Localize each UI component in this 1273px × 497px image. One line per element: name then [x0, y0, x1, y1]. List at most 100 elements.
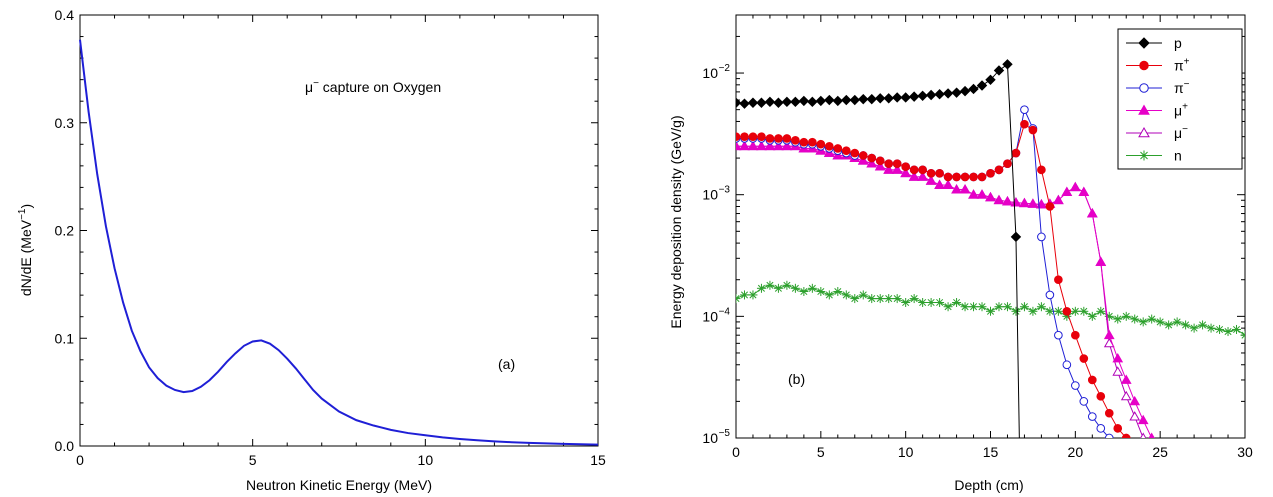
data-point [850, 294, 860, 304]
data-point [901, 297, 911, 307]
star-stroke [876, 295, 884, 303]
data-point [824, 290, 834, 300]
data-point [790, 96, 801, 108]
star-stroke [1029, 307, 1037, 315]
panel-a-annotation-rest: capture on Oxygen [319, 79, 441, 95]
star-stroke [978, 303, 986, 311]
data-point [858, 151, 868, 160]
data-point [892, 159, 902, 168]
data-point [985, 191, 996, 202]
data-point [765, 134, 775, 143]
star-stroke [757, 284, 765, 292]
star-stroke [774, 284, 782, 292]
data-point [1086, 208, 1098, 218]
data-point [875, 156, 885, 166]
data-point [1045, 202, 1055, 211]
star-stroke [944, 303, 952, 311]
star-stroke [927, 298, 935, 307]
data-point [917, 171, 928, 181]
data-point [747, 97, 759, 108]
star-stroke [986, 307, 995, 315]
star-stroke [1139, 318, 1147, 326]
star-stroke [1131, 315, 1139, 323]
star-stroke [851, 295, 859, 303]
panel-a-label: (a) [498, 356, 515, 372]
data-point [1140, 432, 1147, 438]
data-point [798, 95, 810, 107]
y-tick-exponent: −2 [719, 63, 731, 74]
data-point [807, 283, 817, 293]
data-point [790, 283, 800, 293]
star-stroke [1080, 307, 1088, 315]
data-point [1096, 424, 1106, 433]
star-stroke [791, 284, 799, 292]
data-point [736, 132, 741, 141]
data-point [1020, 119, 1029, 129]
star-stroke [1232, 325, 1241, 334]
star-stroke [736, 297, 740, 303]
star-stroke [1037, 303, 1045, 311]
data-point [1181, 320, 1191, 330]
star-stroke [1148, 315, 1156, 323]
data-point [951, 87, 962, 98]
y-tick-label: 10 [702, 430, 718, 446]
data-point [799, 137, 809, 147]
data-point [1104, 408, 1114, 418]
y-tick-label: 0.1 [55, 330, 75, 346]
star-stroke [902, 298, 910, 307]
legend-label-name: n [1174, 148, 1182, 164]
data-point [757, 132, 766, 141]
star-stroke [834, 287, 842, 296]
panel-a-annotation-sup: − [313, 78, 319, 89]
data-point [1120, 374, 1132, 384]
legend-label: π− [1174, 79, 1190, 96]
data-point [1103, 329, 1115, 340]
star-stroke [910, 295, 918, 303]
panel-a-annotation: μ− capture on Oxygen [305, 78, 441, 95]
star-stroke [1224, 328, 1232, 336]
data-point [739, 140, 750, 151]
data-point [747, 140, 759, 151]
y-tick-label: 10 [702, 65, 718, 81]
data-point [832, 95, 844, 107]
legend-label: π+ [1174, 57, 1190, 74]
legend-label-name: π [1174, 80, 1184, 96]
data-point [884, 159, 894, 168]
data-point [909, 165, 919, 175]
data-point [942, 179, 954, 189]
star-stroke [1165, 321, 1173, 329]
data-point [739, 98, 750, 109]
panel-a-xlabel: Neutron Kinetic Energy (MeV) [246, 477, 432, 493]
star-stroke [1071, 307, 1079, 315]
data-point [1002, 302, 1012, 312]
data-point [1096, 392, 1106, 401]
data-point [756, 283, 766, 293]
data-point [867, 153, 877, 163]
data-point [892, 294, 902, 304]
star-stroke [1122, 312, 1130, 320]
data-point [976, 189, 988, 199]
legend-marker [1139, 150, 1149, 161]
star-stroke [1182, 321, 1190, 329]
data-point [1027, 198, 1039, 208]
data-point [1206, 323, 1216, 333]
data-point [782, 280, 792, 290]
data-point [1155, 317, 1165, 327]
data-point [764, 140, 776, 151]
star-stroke [919, 298, 927, 307]
star-stroke [1020, 303, 1028, 311]
data-point [994, 302, 1004, 312]
data-point [781, 96, 793, 108]
data-point [756, 97, 767, 108]
y-tick-label: 0.3 [55, 115, 75, 131]
data-point [773, 97, 784, 108]
data-point [756, 140, 767, 151]
data-point [1079, 397, 1089, 406]
star-stroke [995, 303, 1003, 311]
data-point [1095, 256, 1107, 266]
series-3 [736, 140, 1155, 438]
legend-frame [1117, 28, 1243, 170]
star-stroke [859, 291, 867, 299]
x-tick-label: 30 [1237, 444, 1253, 460]
